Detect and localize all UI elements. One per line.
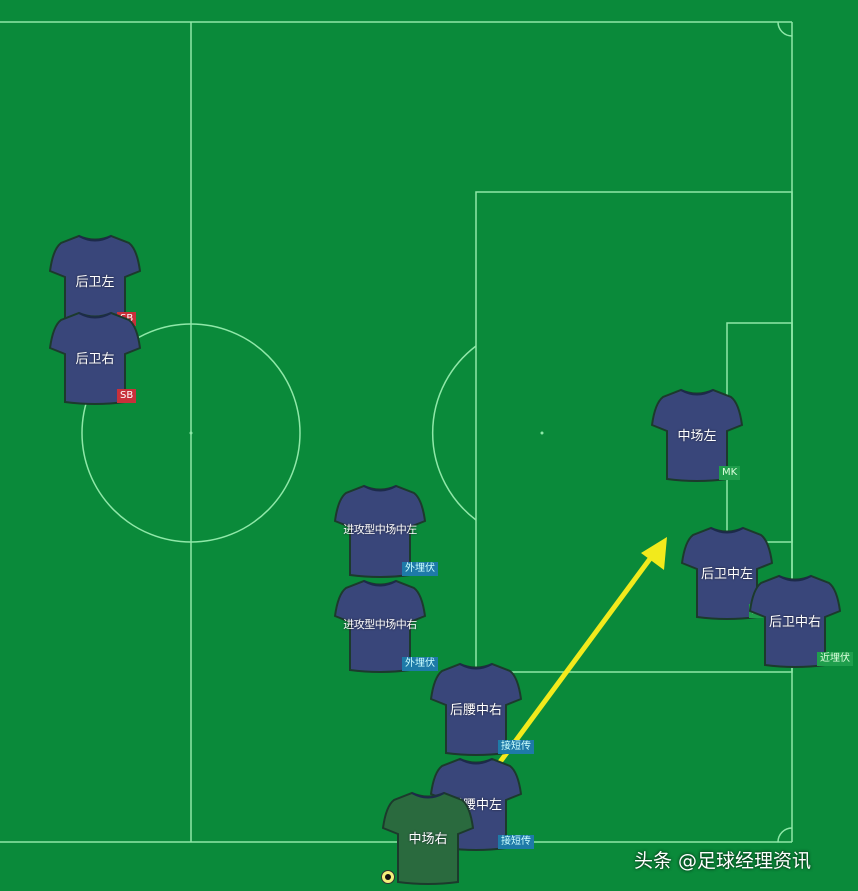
player-position-label: 中场右 [408, 832, 448, 847]
player-position-label: 后卫中右 [768, 615, 821, 630]
centre-spot [189, 431, 193, 435]
player-shirt[interactable]: 进攻型中场中左外埋伏 [334, 483, 438, 579]
penalty-arc [431, 345, 477, 521]
player-role-badge: 外埋伏 [402, 562, 438, 576]
player-position-label: 进攻型中场中左 [343, 523, 417, 536]
player-role-badge: 接短传 [498, 740, 534, 754]
player-shirt[interactable]: 后卫右 SB [49, 310, 141, 406]
football-icon[interactable] [381, 870, 395, 884]
player-shirt[interactable]: 后卫中左近门柱 [681, 525, 785, 621]
watermark: 头条 @足球经理资讯 [634, 850, 812, 872]
player-shirt[interactable]: 后卫中右近埋伏 [749, 573, 853, 669]
player-shirt[interactable]: 中场右 [382, 790, 474, 886]
penalty-spot [540, 431, 544, 435]
player-shirt[interactable]: 进攻型中场中右外埋伏 [334, 578, 438, 674]
centre-circle [81, 323, 301, 543]
player-position-label: 进攻型中场中右 [343, 618, 417, 631]
player-role-badge: 接短传 [498, 835, 534, 849]
player-position-label: 后卫中左 [700, 567, 753, 582]
corner-arc-top [777, 21, 793, 37]
player-role-badge: 外埋伏 [402, 657, 438, 671]
player-position-label: 后卫右 [75, 352, 115, 367]
corner-arc-bottom [777, 827, 793, 843]
player-shirt[interactable]: 后腰中右接短传 [430, 661, 534, 757]
run-arrow [497, 537, 667, 764]
player-role-badge: SB [117, 389, 137, 403]
player-position-label: 中场左 [677, 429, 717, 444]
player-shirt[interactable]: 中场左 MK [651, 387, 743, 483]
player-position-label: 后腰中右 [449, 703, 502, 718]
player-position-label: 后卫左 [75, 275, 115, 290]
player-role-badge: 近埋伏 [817, 652, 853, 666]
player-role-badge: MK [719, 466, 741, 480]
